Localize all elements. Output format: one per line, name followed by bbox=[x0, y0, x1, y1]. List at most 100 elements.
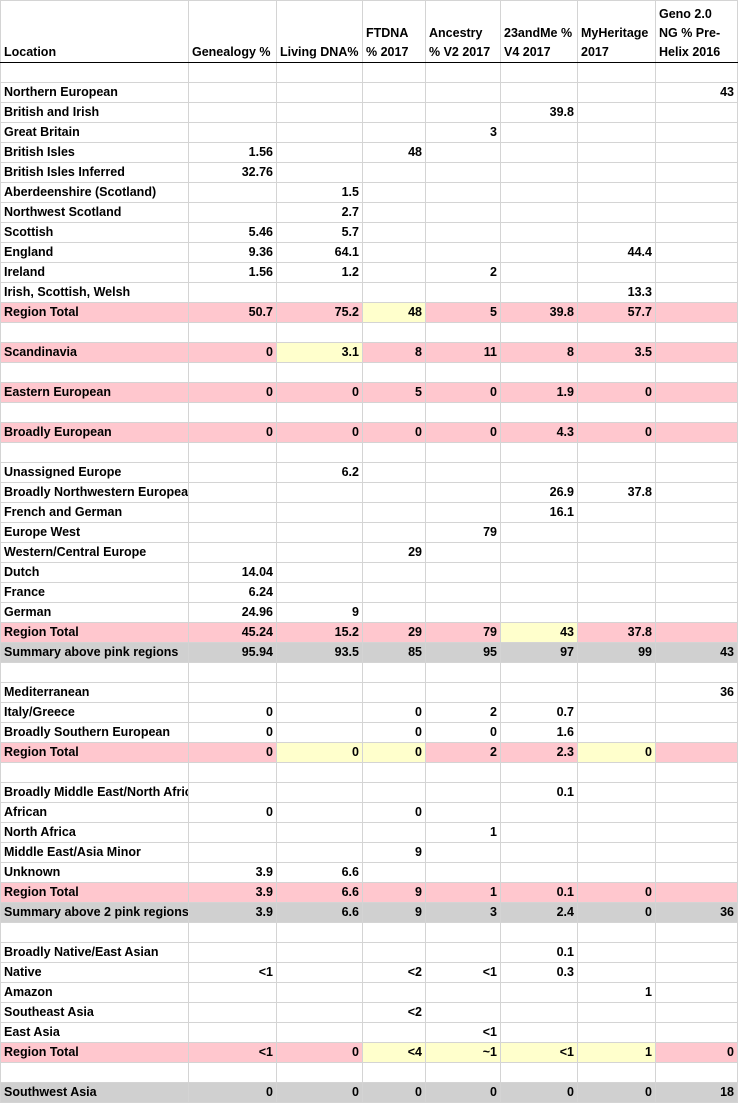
cell-location[interactable]: Scottish bbox=[0, 222, 189, 243]
cell-myheritage[interactable]: 0 bbox=[577, 422, 656, 443]
cell-myheritage[interactable]: 0 bbox=[577, 902, 656, 923]
cell-23andme[interactable] bbox=[500, 242, 578, 263]
cell-ftdna[interactable]: 0 bbox=[362, 422, 426, 443]
cell-genealogy[interactable]: 0 bbox=[188, 802, 277, 823]
cell-location[interactable]: Native bbox=[0, 962, 189, 983]
cell-genealogy[interactable] bbox=[188, 282, 277, 303]
cell-living-dna[interactable] bbox=[276, 482, 363, 503]
cell-genealogy[interactable]: 0 bbox=[188, 382, 277, 403]
cell-ftdna[interactable] bbox=[362, 942, 426, 963]
cell-ftdna[interactable] bbox=[362, 602, 426, 623]
cell-ancestry[interactable] bbox=[425, 182, 501, 203]
cell-geno[interactable] bbox=[655, 502, 738, 523]
cell-23andme[interactable] bbox=[500, 562, 578, 583]
cell-ftdna[interactable]: 0 bbox=[362, 702, 426, 723]
cell-ftdna[interactable]: 9 bbox=[362, 902, 426, 923]
cell-living-dna[interactable] bbox=[276, 82, 363, 103]
cell-23andme[interactable]: 1.9 bbox=[500, 382, 578, 403]
cell-myheritage[interactable] bbox=[577, 82, 656, 103]
cell-location[interactable]: Eastern European bbox=[0, 382, 189, 403]
cell-ancestry[interactable] bbox=[425, 442, 501, 463]
cell-myheritage[interactable] bbox=[577, 922, 656, 943]
cell-ftdna[interactable] bbox=[362, 262, 426, 283]
cell-23andme[interactable] bbox=[500, 542, 578, 563]
cell-location[interactable]: Northern European bbox=[0, 82, 189, 103]
cell-genealogy[interactable]: <1 bbox=[188, 962, 277, 983]
cell-ancestry[interactable]: 3 bbox=[425, 902, 501, 923]
cell-ancestry[interactable] bbox=[425, 562, 501, 583]
cell-geno[interactable]: 43 bbox=[655, 642, 738, 663]
cell-genealogy[interactable] bbox=[188, 522, 277, 543]
cell-living-dna[interactable] bbox=[276, 122, 363, 143]
cell-ftdna[interactable] bbox=[362, 482, 426, 503]
cell-location[interactable]: Broadly European bbox=[0, 422, 189, 443]
cell-geno[interactable] bbox=[655, 882, 738, 903]
cell-geno[interactable] bbox=[655, 542, 738, 563]
cell-ftdna[interactable] bbox=[362, 442, 426, 463]
cell-location[interactable]: Region Total bbox=[0, 742, 189, 763]
cell-geno[interactable] bbox=[655, 322, 738, 343]
cell-myheritage[interactable]: 1 bbox=[577, 982, 656, 1003]
cell-23andme[interactable] bbox=[500, 142, 578, 163]
cell-ancestry[interactable] bbox=[425, 242, 501, 263]
cell-ftdna[interactable]: <2 bbox=[362, 1002, 426, 1023]
cell-location[interactable]: British Isles bbox=[0, 142, 189, 163]
cell-location[interactable]: Unassigned Europe bbox=[0, 462, 189, 483]
cell-geno[interactable] bbox=[655, 602, 738, 623]
cell-location[interactable] bbox=[0, 662, 189, 683]
cell-23andme[interactable]: 0.3 bbox=[500, 962, 578, 983]
cell-geno[interactable] bbox=[655, 802, 738, 823]
cell-location[interactable]: Southeast Asia bbox=[0, 1002, 189, 1023]
cell-genealogy[interactable]: 9.36 bbox=[188, 242, 277, 263]
cell-myheritage[interactable] bbox=[577, 682, 656, 703]
cell-location[interactable]: Scandinavia bbox=[0, 342, 189, 363]
cell-living-dna[interactable]: 2.7 bbox=[276, 202, 363, 223]
cell-myheritage[interactable]: 1 bbox=[577, 1042, 656, 1063]
cell-living-dna[interactable] bbox=[276, 1022, 363, 1043]
cell-location[interactable]: French and German bbox=[0, 502, 189, 523]
cell-23andme[interactable]: 2.4 bbox=[500, 902, 578, 923]
cell-ftdna[interactable] bbox=[362, 922, 426, 943]
cell-myheritage[interactable] bbox=[577, 782, 656, 803]
cell-myheritage[interactable] bbox=[577, 542, 656, 563]
cell-genealogy[interactable]: 3.9 bbox=[188, 902, 277, 923]
cell-living-dna[interactable] bbox=[276, 782, 363, 803]
cell-ftdna[interactable] bbox=[362, 182, 426, 203]
cell-genealogy[interactable]: 32.76 bbox=[188, 162, 277, 183]
cell-geno[interactable] bbox=[655, 922, 738, 943]
cell-23andme[interactable] bbox=[500, 262, 578, 283]
cell-genealogy[interactable]: 50.7 bbox=[188, 302, 277, 323]
cell-ancestry[interactable] bbox=[425, 862, 501, 883]
cell-location[interactable]: Dutch bbox=[0, 562, 189, 583]
cell-23andme[interactable] bbox=[500, 1062, 578, 1083]
cell-23andme[interactable] bbox=[500, 82, 578, 103]
cell-ftdna[interactable] bbox=[362, 322, 426, 343]
cell-geno[interactable] bbox=[655, 222, 738, 243]
cell-myheritage[interactable] bbox=[577, 102, 656, 123]
cell-location[interactable]: Unknown bbox=[0, 862, 189, 883]
cell-geno[interactable] bbox=[655, 62, 738, 83]
cell-geno[interactable] bbox=[655, 1022, 738, 1043]
cell-location[interactable] bbox=[0, 922, 189, 943]
cell-geno[interactable] bbox=[655, 662, 738, 683]
cell-living-dna[interactable]: 1.5 bbox=[276, 182, 363, 203]
cell-myheritage[interactable]: 37.8 bbox=[577, 622, 656, 643]
cell-geno[interactable] bbox=[655, 462, 738, 483]
cell-location[interactable]: Italy/Greece bbox=[0, 702, 189, 723]
cell-geno[interactable] bbox=[655, 442, 738, 463]
cell-23andme[interactable]: 43 bbox=[500, 622, 578, 643]
cell-genealogy[interactable] bbox=[188, 762, 277, 783]
cell-location[interactable]: British and Irish bbox=[0, 102, 189, 123]
cell-ftdna[interactable]: 29 bbox=[362, 622, 426, 643]
cell-living-dna[interactable]: 64.1 bbox=[276, 242, 363, 263]
header-myheritage[interactable]: MyHeritage 2017 bbox=[577, 0, 656, 63]
cell-ftdna[interactable] bbox=[362, 362, 426, 383]
cell-ancestry[interactable]: 0 bbox=[425, 722, 501, 743]
cell-ancestry[interactable] bbox=[425, 782, 501, 803]
cell-ftdna[interactable] bbox=[362, 402, 426, 423]
cell-geno[interactable]: 18 bbox=[655, 1082, 738, 1103]
cell-myheritage[interactable] bbox=[577, 262, 656, 283]
cell-ftdna[interactable]: 0 bbox=[362, 722, 426, 743]
cell-myheritage[interactable]: 0 bbox=[577, 1082, 656, 1103]
cell-genealogy[interactable] bbox=[188, 782, 277, 803]
